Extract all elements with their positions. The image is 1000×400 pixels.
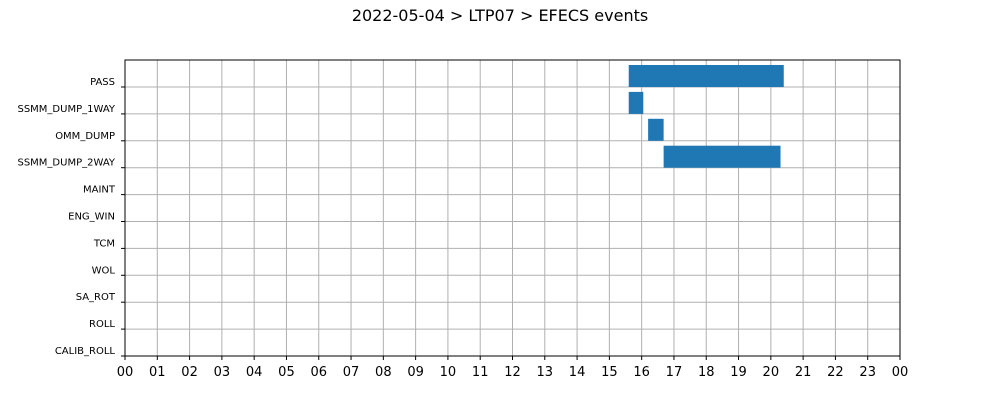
x-tick-label: 00 <box>892 365 909 380</box>
y-tick-label: CALIB_ROLL <box>55 346 116 357</box>
y-tick-label: ROLL <box>89 319 115 330</box>
x-tick-label: 11 <box>472 365 489 380</box>
grid-lines <box>124 60 901 357</box>
event-bar-ssmm-dump-1way <box>628 91 644 114</box>
x-tick-label: 13 <box>537 365 554 380</box>
x-tick-label: 14 <box>569 365 586 380</box>
x-tick-label: 06 <box>310 365 327 380</box>
x-tick-label: 03 <box>214 365 231 380</box>
x-tick-label: 10 <box>440 365 457 380</box>
event-bars <box>628 65 784 168</box>
y-tick-label: MAINT <box>83 185 116 196</box>
event-bar-ssmm-dump-2way <box>663 145 781 168</box>
x-tick-label: 23 <box>859 365 876 380</box>
x-tick-label: 08 <box>375 365 392 380</box>
x-tick-label: 16 <box>633 365 650 380</box>
x-tick-label: 04 <box>246 365 263 380</box>
x-tick-label: 09 <box>407 365 424 380</box>
chart-title: 2022-05-04 > LTP07 > EFECS events <box>351 6 649 25</box>
x-tick-label: 01 <box>149 365 166 380</box>
x-tick-label: 21 <box>795 365 812 380</box>
x-tick-label: 07 <box>343 365 360 380</box>
y-tick-label: WOL <box>92 265 116 276</box>
x-tick-label: 15 <box>601 365 618 380</box>
event-bar-omm-dump <box>648 118 664 141</box>
x-tick-label: 18 <box>698 365 715 380</box>
x-tick-label: 02 <box>181 365 198 380</box>
y-tick-label: SSMM_DUMP_2WAY <box>17 158 115 169</box>
y-tick-label: SSMM_DUMP_1WAY <box>17 104 115 115</box>
x-tick-label: 19 <box>730 365 747 380</box>
x-tick-label: 20 <box>763 365 780 380</box>
y-tick-label: OMM_DUMP <box>55 131 115 142</box>
x-tick-label: 00 <box>117 365 134 380</box>
x-tick-label: 05 <box>278 365 295 380</box>
x-tick-label: 17 <box>666 365 683 380</box>
x-tick-label: 22 <box>827 365 844 380</box>
y-axis-ticks: PASS SSMM_DUMP_1WAY OMM_DUMP SSMM_DUMP_2WAY… <box>17 77 125 357</box>
y-tick-label: TCM <box>93 238 115 249</box>
event-bar-pass <box>628 65 784 87</box>
x-tick-label: 12 <box>504 365 521 380</box>
y-tick-label: PASS <box>90 77 115 88</box>
y-tick-label: SA_ROT <box>76 292 116 303</box>
x-axis-ticks: 00 01 02 03 04 05 06 07 08 09 10 11 12 13 14 15 16 17 18 19… <box>117 356 909 380</box>
y-tick-label: ENG_WIN <box>68 212 115 223</box>
